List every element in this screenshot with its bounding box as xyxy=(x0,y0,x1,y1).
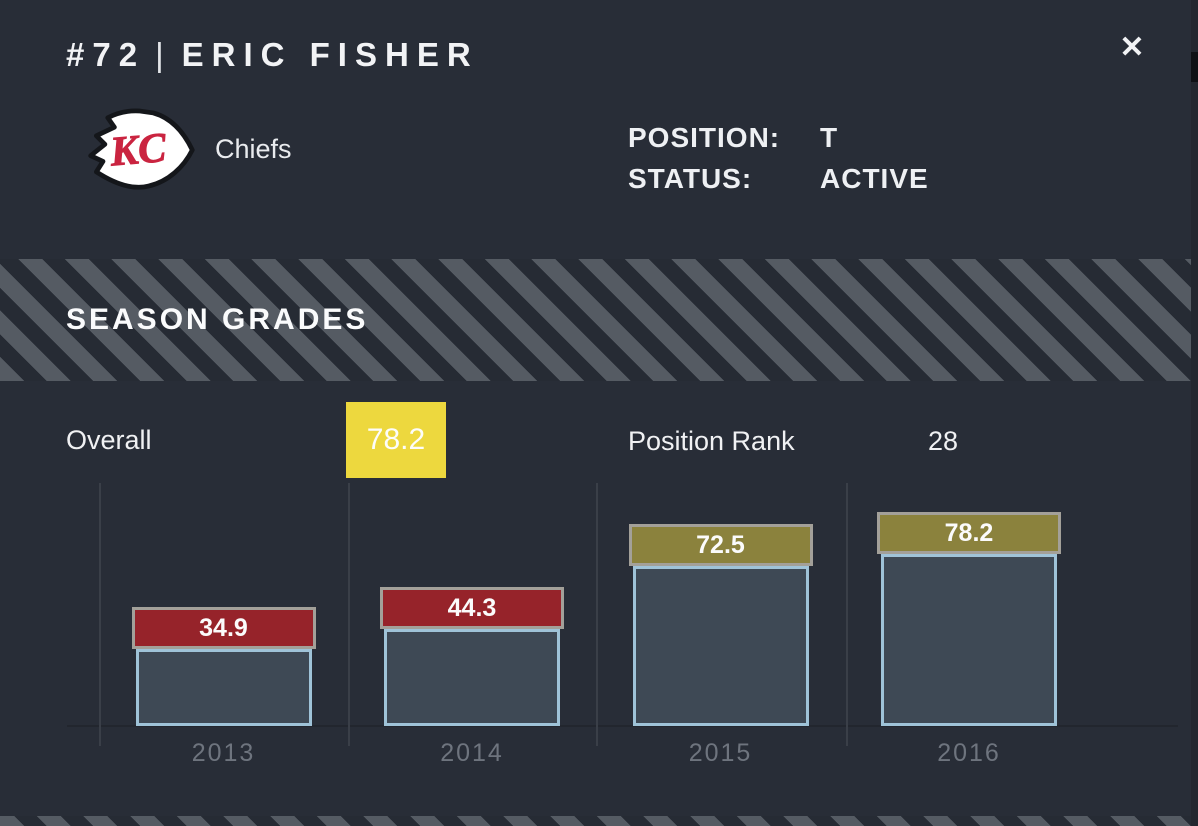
bar-2015: 72.5 xyxy=(628,524,813,726)
status-value: ACTIVE xyxy=(820,163,929,194)
bottom-section-band xyxy=(0,816,1198,826)
close-icon: ✕ xyxy=(1119,31,1145,64)
position-label: POSITION: xyxy=(628,122,781,153)
season-grades-chart: 34.9 44.3 72.5 78.2 2013 2014 2015 2016 xyxy=(0,483,1198,783)
bar-body-2015 xyxy=(632,566,809,726)
status-label: STATUS: xyxy=(628,163,753,194)
bar-body-2016 xyxy=(881,554,1057,726)
team-logo-chiefs-arrowhead-icon: KC xyxy=(88,108,195,190)
position-rank-label: Position Rank xyxy=(628,426,795,456)
bar-value-label-2015: 72.5 xyxy=(628,524,813,566)
close-button[interactable]: ✕ xyxy=(1112,28,1152,68)
section-title: SEASON GRADES xyxy=(66,303,369,336)
team-monogram: KC xyxy=(107,125,169,176)
team-name: Chiefs xyxy=(215,134,292,164)
title-divider: | xyxy=(155,36,172,73)
x-tick-label-2015: 2015 xyxy=(688,739,753,767)
bar-2016: 78.2 xyxy=(877,512,1061,726)
x-tick-label-2013: 2013 xyxy=(191,739,256,767)
player-name: ERIC FISHER xyxy=(181,36,479,73)
scrollbar-thumb[interactable] xyxy=(1191,52,1198,82)
bar-body-2014 xyxy=(384,629,560,726)
position-value: T xyxy=(820,122,839,153)
overall-grade-badge: 78.2 xyxy=(346,402,446,478)
player-meta: POSITION: T STATUS: ACTIVE xyxy=(628,122,929,195)
gridline-0 xyxy=(99,483,101,746)
bar-value-label-2013: 34.9 xyxy=(131,607,316,649)
player-title: #72 | ERIC FISHER xyxy=(66,36,479,74)
bar-value-label-2016: 78.2 xyxy=(877,512,1061,554)
jersey-number: #72 xyxy=(66,36,146,73)
overall-label: Overall xyxy=(66,425,152,455)
bar-body-2013 xyxy=(135,649,312,726)
bar-value-label-2014: 44.3 xyxy=(380,587,564,629)
gridline-2 xyxy=(596,483,598,746)
scrollbar-track xyxy=(1191,0,1198,826)
bar-2013: 34.9 xyxy=(131,607,316,726)
section-band: SEASON GRADES xyxy=(0,259,1198,381)
bar-2014: 44.3 xyxy=(380,587,564,726)
x-axis-baseline xyxy=(67,725,1178,727)
position-rank-value: 28 xyxy=(928,426,959,456)
x-tick-label-2016: 2016 xyxy=(937,739,1001,767)
overall-grade-value: 78.2 xyxy=(366,423,426,456)
x-tick-label-2014: 2014 xyxy=(440,739,504,767)
gridline-1 xyxy=(348,483,350,746)
gridline-3 xyxy=(846,483,848,746)
